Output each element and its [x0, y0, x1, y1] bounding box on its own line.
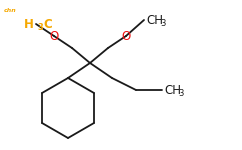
Text: O: O	[49, 30, 59, 42]
Text: C: C	[43, 18, 52, 32]
Text: CH: CH	[146, 14, 163, 27]
Text: 3: 3	[160, 18, 165, 27]
Text: CH: CH	[164, 84, 181, 96]
Text: 3: 3	[37, 24, 43, 33]
Text: O: O	[121, 30, 131, 42]
Text: H: H	[24, 18, 34, 32]
Text: 3: 3	[178, 88, 183, 98]
Text: chn: chn	[4, 8, 17, 13]
